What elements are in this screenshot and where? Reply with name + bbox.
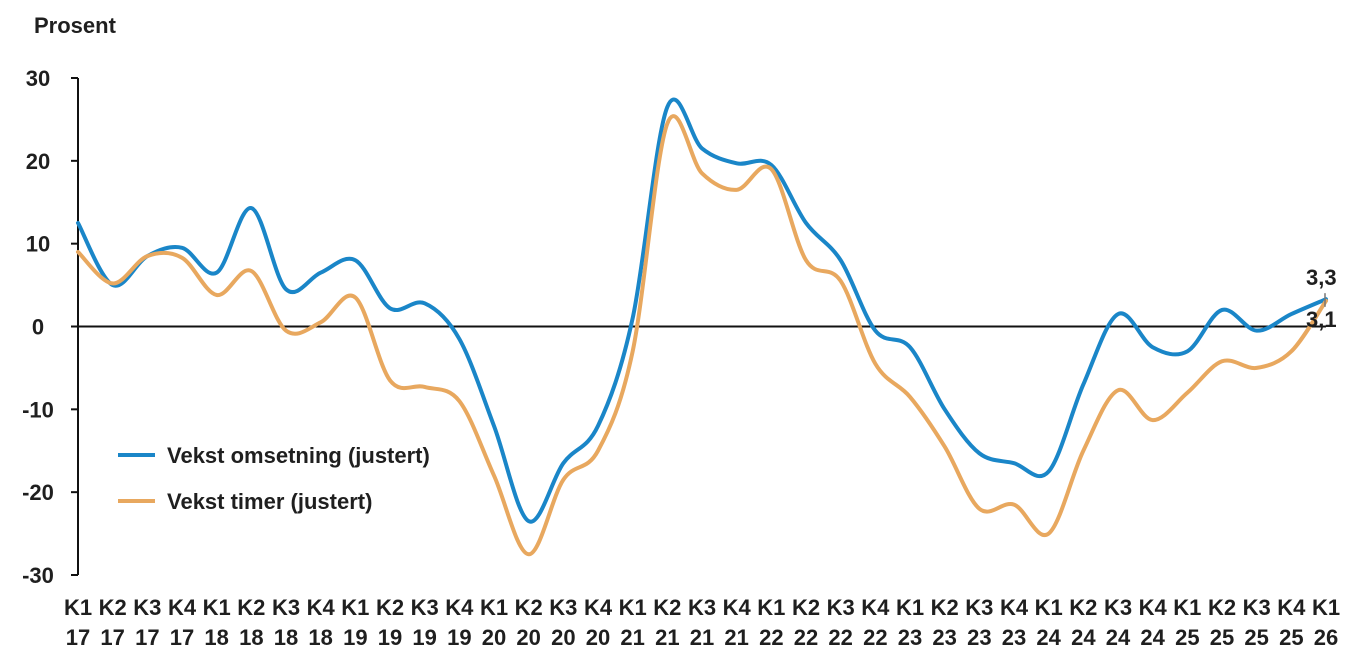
- x-tick-label-bottom: 25: [1175, 625, 1199, 650]
- x-tick-label-bottom: 22: [828, 625, 852, 650]
- x-tick-label-top: K2: [1208, 595, 1236, 620]
- x-tick-label-top: K1: [64, 595, 92, 620]
- x-tick-label-top: K3: [965, 595, 993, 620]
- x-tick-label-top: K3: [1104, 595, 1132, 620]
- x-tick-label-bottom: 20: [551, 625, 575, 650]
- x-tick-label-bottom: 21: [690, 625, 714, 650]
- x-tick-label-bottom: 25: [1210, 625, 1234, 650]
- x-tick-label-top: K2: [99, 595, 127, 620]
- x-tick-label-top: K4: [445, 595, 474, 620]
- x-tick-label-top: K2: [792, 595, 820, 620]
- x-tick-label-top: K3: [272, 595, 300, 620]
- x-tick-label-top: K3: [688, 595, 716, 620]
- x-tick-label-bottom: 24: [1071, 625, 1096, 650]
- series-layer: [76, 97, 1328, 557]
- x-tick-label-bottom: 22: [759, 625, 783, 650]
- x-tick-label-bottom: 22: [794, 625, 818, 650]
- x-tick-label-bottom: 17: [100, 625, 124, 650]
- x-tick-label-top: K3: [1243, 595, 1271, 620]
- x-tick-label-bottom: 22: [863, 625, 887, 650]
- x-tick-label-top: K4: [1000, 595, 1029, 620]
- x-tick-label-top: K4: [723, 595, 752, 620]
- x-tick-label-bottom: 23: [967, 625, 991, 650]
- x-tick-label-top: K4: [1277, 595, 1306, 620]
- x-tick-label-bottom: 25: [1244, 625, 1268, 650]
- end-value-label-vekst-omsetning: 3,3: [1306, 265, 1337, 290]
- x-tick-label-bottom: 17: [66, 625, 90, 650]
- x-tick-label-bottom: 26: [1314, 625, 1338, 650]
- x-tick-label-top: K2: [376, 595, 404, 620]
- x-tick-label-top: K1: [1312, 595, 1340, 620]
- x-tick-label-top: K3: [827, 595, 855, 620]
- x-tick-label-bottom: 21: [655, 625, 679, 650]
- legend: Vekst omsetning (justert) Vekst timer (j…: [118, 443, 430, 514]
- x-tick-label-bottom: 20: [482, 625, 506, 650]
- x-tick-label-bottom: 17: [170, 625, 194, 650]
- x-tick-label-bottom: 24: [1106, 625, 1131, 650]
- legend-label-vekst-timer: Vekst timer (justert): [167, 489, 372, 514]
- x-tick-label-top: K1: [203, 595, 231, 620]
- x-tick-label-top: K2: [931, 595, 959, 620]
- x-tick-label-bottom: 18: [274, 625, 298, 650]
- x-tick-label-top: K2: [1069, 595, 1097, 620]
- y-tick-label: 30: [26, 66, 50, 91]
- x-tick-label-top: K1: [1035, 595, 1063, 620]
- x-tick-label-bottom: 24: [1140, 625, 1165, 650]
- y-tick-label: 10: [26, 232, 50, 257]
- x-tick-label-top: K1: [480, 595, 508, 620]
- x-tick-label-top: K1: [1173, 595, 1201, 620]
- series-line-vekst-omsetning: [76, 97, 1328, 524]
- x-tick-label-top: K1: [341, 595, 369, 620]
- x-tick-label-top: K2: [237, 595, 265, 620]
- x-tick-label-top: K2: [653, 595, 681, 620]
- x-tick-label-top: K1: [619, 595, 647, 620]
- x-tick-label-top: K4: [1139, 595, 1168, 620]
- x-tick-label-bottom: 23: [1002, 625, 1026, 650]
- x-tick-label-bottom: 23: [932, 625, 956, 650]
- x-tick-label-bottom: 21: [620, 625, 644, 650]
- x-tick-label-top: K3: [549, 595, 577, 620]
- x-tick-label-top: K4: [584, 595, 613, 620]
- legend-label-vekst-omsetning: Vekst omsetning (justert): [167, 443, 430, 468]
- y-tick-label: 20: [26, 149, 50, 174]
- x-tick-label-bottom: 19: [343, 625, 367, 650]
- y-tick-label: 0: [32, 315, 44, 340]
- series-line-vekst-timer: [76, 114, 1328, 557]
- x-tick-label-top: K3: [411, 595, 439, 620]
- x-tick-label-bottom: 23: [898, 625, 922, 650]
- x-tick-label-bottom: 25: [1279, 625, 1303, 650]
- x-tick-label-bottom: 19: [378, 625, 402, 650]
- labels-layer: 30 20 10 0 -10 -20 -30 K1 17 K2 17 K3 17 K4 17 K1 18 K2 18…: [22, 66, 1340, 650]
- x-tick-label-bottom: 21: [724, 625, 748, 650]
- y-axis-title: Prosent: [34, 13, 117, 38]
- y-tick-label: -10: [22, 397, 54, 422]
- y-tick-label: -20: [22, 480, 54, 505]
- x-tick-label-bottom: 18: [204, 625, 228, 650]
- x-tick-label-bottom: 20: [516, 625, 540, 650]
- x-tick-label-bottom: 18: [239, 625, 263, 650]
- x-tick-label-bottom: 17: [135, 625, 159, 650]
- x-tick-label-top: K2: [515, 595, 543, 620]
- x-tick-label-top: K4: [861, 595, 890, 620]
- x-tick-label-top: K1: [896, 595, 924, 620]
- x-tick-label-top: K1: [757, 595, 785, 620]
- x-tick-label-bottom: 24: [1036, 625, 1061, 650]
- y-tick-label: -30: [22, 563, 54, 588]
- x-tick-label-bottom: 20: [586, 625, 610, 650]
- x-tick-label-top: K4: [307, 595, 336, 620]
- x-tick-label-bottom: 19: [412, 625, 436, 650]
- x-tick-label-bottom: 18: [308, 625, 332, 650]
- end-value-label-vekst-timer: 3,1: [1306, 307, 1337, 332]
- x-tick-label-bottom: 19: [447, 625, 471, 650]
- x-tick-label-top: K3: [133, 595, 161, 620]
- axes-layer: [71, 77, 1326, 576]
- x-tick-label-top: K4: [168, 595, 197, 620]
